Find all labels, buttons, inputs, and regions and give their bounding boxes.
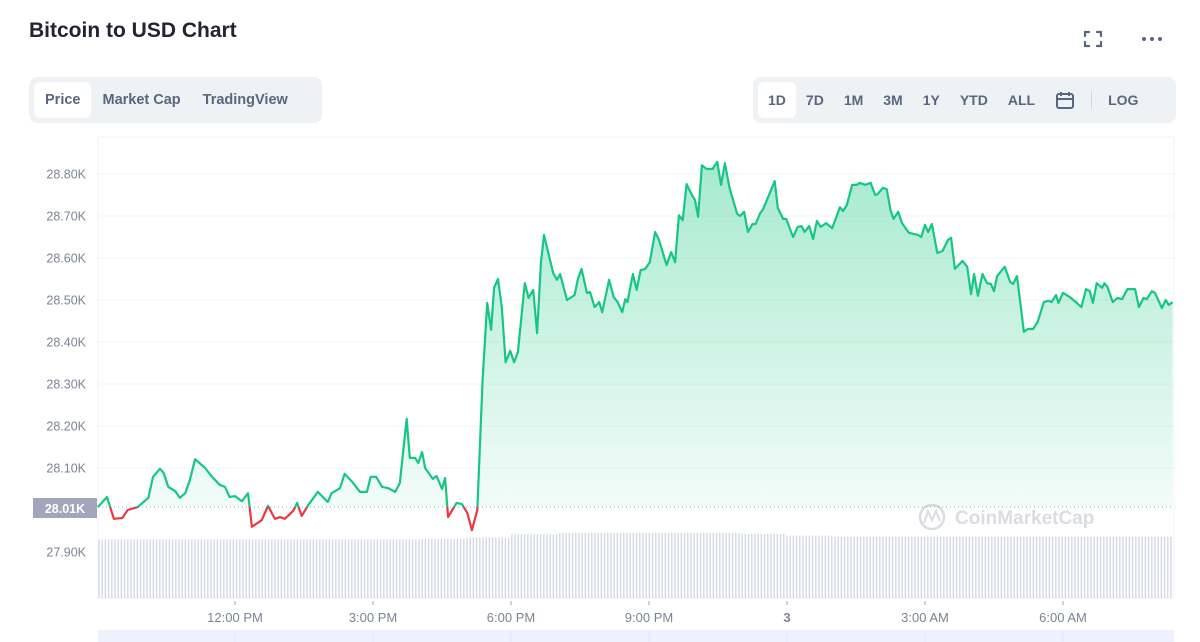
x-tick-label: 12:00 PM <box>207 610 263 625</box>
expand-icon <box>1083 30 1103 48</box>
x-tick-label: 3:00 AM <box>901 610 949 625</box>
divider <box>1091 91 1093 109</box>
y-tick-label: 28.50K <box>46 294 86 308</box>
range-all[interactable]: ALL <box>1007 92 1036 108</box>
tab-tradingview[interactable]: TradingView <box>202 92 288 108</box>
range-ytd[interactable]: YTD <box>959 92 988 108</box>
navigator-track[interactable] <box>98 630 1174 642</box>
x-tick-label: 3:00 PM <box>349 610 397 625</box>
range-3m[interactable]: 3M <box>883 92 903 108</box>
price-area <box>97 161 1173 508</box>
baseline-label: 28.01K <box>33 498 97 518</box>
baseline-label-text: 28.01K <box>45 502 85 516</box>
time-range-tabs: 1D 7D 1M 3M 1Y YTD ALL LOG <box>753 77 1176 123</box>
log-scale-toggle[interactable]: LOG <box>1108 92 1139 108</box>
range-7d[interactable]: 7D <box>805 92 824 108</box>
tab-market-cap[interactable]: Market Cap <box>102 92 181 108</box>
calendar-icon <box>1056 92 1075 109</box>
y-tick-label: 28.60K <box>46 252 86 266</box>
date-range-button[interactable] <box>1045 82 1085 118</box>
range-navigator <box>98 630 1174 642</box>
chart-view-tabs: Price Market Cap TradingView <box>29 77 322 123</box>
x-axis: 12:00 PM 3:00 PM 6:00 PM 9:00 PM 3 3:00 AM 6:0… <box>207 601 1087 625</box>
coinmarketcap-logo-mark <box>923 508 941 524</box>
baseline-label-box <box>33 498 97 518</box>
watermark-text: CoinMarketCap <box>955 508 1094 529</box>
range-1y[interactable]: 1Y <box>922 92 940 108</box>
y-tick-label: 28.20K <box>46 420 86 434</box>
x-tick-label: 6:00 PM <box>487 610 535 625</box>
x-tick-label: 3 <box>783 610 790 625</box>
y-tick-label: 28.30K <box>46 378 86 392</box>
y-tick-label: 28.10K <box>46 462 86 476</box>
x-tick-label: 9:00 PM <box>625 610 673 625</box>
tab-price[interactable]: Price <box>34 82 92 118</box>
range-1d[interactable]: 1D <box>758 82 796 118</box>
price-line-above-baseline <box>96 160 1174 508</box>
y-tick-label: 28.80K <box>46 168 86 182</box>
more-horizontal-icon <box>1142 37 1162 41</box>
range-1m[interactable]: 1M <box>843 92 864 108</box>
watermark: CoinMarketCap <box>918 503 1094 531</box>
volume-bars <box>98 533 1172 598</box>
more-options-button[interactable] <box>1140 28 1164 50</box>
y-tick-label: 28.70K <box>46 210 86 224</box>
y-tick-label: 27.90K <box>46 546 86 560</box>
coinmarketcap-logo-icon <box>918 503 946 531</box>
y-tick-label: 28.40K <box>46 336 86 350</box>
x-tick-label: 6:00 AM <box>1039 610 1087 625</box>
fullscreen-button[interactable] <box>1081 28 1105 50</box>
y-axis: 28.80K 28.70K 28.60K 28.50K 28.40K 28.30K 28.2… <box>46 168 86 560</box>
page-title: Bitcoin to USD Chart <box>29 19 237 42</box>
